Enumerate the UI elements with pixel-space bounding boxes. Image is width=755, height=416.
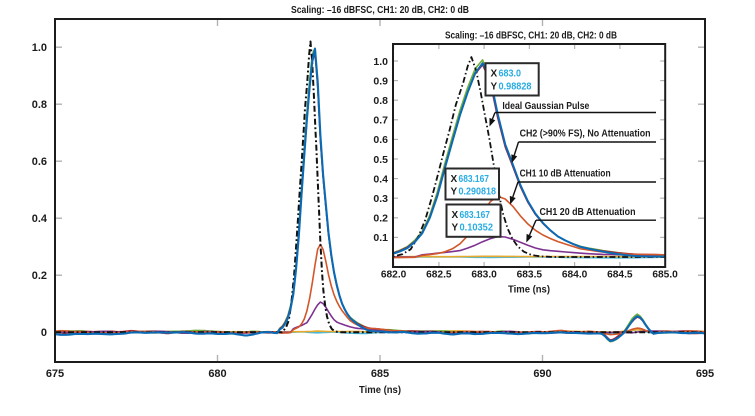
svg-text:682.0: 682.0 (381, 269, 407, 281)
svg-text:683.0: 683.0 (499, 69, 522, 80)
svg-text:683.167: 683.167 (460, 210, 491, 221)
svg-text:683.167: 683.167 (459, 174, 490, 185)
svg-text:0.98828: 0.98828 (499, 81, 532, 92)
svg-text:0.8: 0.8 (32, 99, 47, 111)
svg-text:685.0: 685.0 (652, 269, 678, 281)
svg-text:680: 680 (208, 368, 226, 380)
svg-text:0.6: 0.6 (32, 156, 47, 168)
svg-text:0.10352: 0.10352 (460, 223, 494, 234)
svg-text:0.4: 0.4 (32, 213, 48, 225)
svg-text:X: X (452, 210, 459, 221)
svg-text:Y: Y (451, 187, 458, 198)
svg-text:0.4: 0.4 (373, 173, 388, 185)
svg-text:X: X (491, 69, 498, 80)
svg-text:684.5: 684.5 (607, 269, 633, 281)
svg-text:CH2 (>90% FS), No Attenuation: CH2 (>90% FS), No Attenuation (520, 128, 651, 140)
svg-text:0.6: 0.6 (373, 134, 388, 146)
svg-text:0: 0 (41, 327, 47, 339)
svg-text:0.8: 0.8 (373, 95, 388, 107)
svg-text:0.7: 0.7 (373, 115, 388, 127)
svg-text:X: X (451, 174, 458, 185)
svg-text:0.3: 0.3 (373, 193, 388, 205)
svg-text:683.0: 683.0 (471, 269, 497, 281)
svg-text:684.0: 684.0 (562, 269, 588, 281)
svg-text:690: 690 (533, 368, 551, 380)
svg-text:683.5: 683.5 (517, 269, 543, 281)
svg-text:Scaling: –16 dBFSC, CH1: 20 dB: Scaling: –16 dBFSC, CH1: 20 dB, CH2: 0 d… (445, 30, 617, 42)
svg-text:0.2: 0.2 (32, 270, 47, 282)
svg-text:Scaling: –16 dBFSC, CH1: 20 dB: Scaling: –16 dBFSC, CH1: 20 dB, CH2: 0 d… (291, 4, 469, 16)
svg-text:0.2: 0.2 (373, 213, 388, 225)
svg-text:0.9: 0.9 (373, 75, 388, 87)
svg-text:1.0: 1.0 (373, 56, 388, 68)
svg-text:695: 695 (696, 368, 714, 380)
svg-text:Time (ns): Time (ns) (359, 384, 401, 396)
svg-text:Y: Y (452, 223, 459, 234)
svg-text:1.0: 1.0 (32, 42, 47, 54)
svg-text:675: 675 (46, 368, 64, 380)
svg-text:0.1: 0.1 (373, 232, 388, 244)
svg-text:CH1 10 dB Attenuation: CH1 10 dB Attenuation (520, 168, 611, 180)
svg-text:0.290818: 0.290818 (459, 187, 497, 198)
svg-text:685: 685 (371, 368, 389, 380)
svg-text:Time (ns): Time (ns) (508, 283, 550, 295)
svg-text:0.5: 0.5 (373, 154, 388, 166)
svg-text:CH1 20 dB Attenuation: CH1 20 dB Attenuation (540, 206, 636, 218)
svg-text:Ideal Gaussian Pulse: Ideal Gaussian Pulse (502, 100, 589, 112)
svg-text:682.5: 682.5 (426, 269, 452, 281)
svg-text:Y: Y (491, 81, 498, 92)
